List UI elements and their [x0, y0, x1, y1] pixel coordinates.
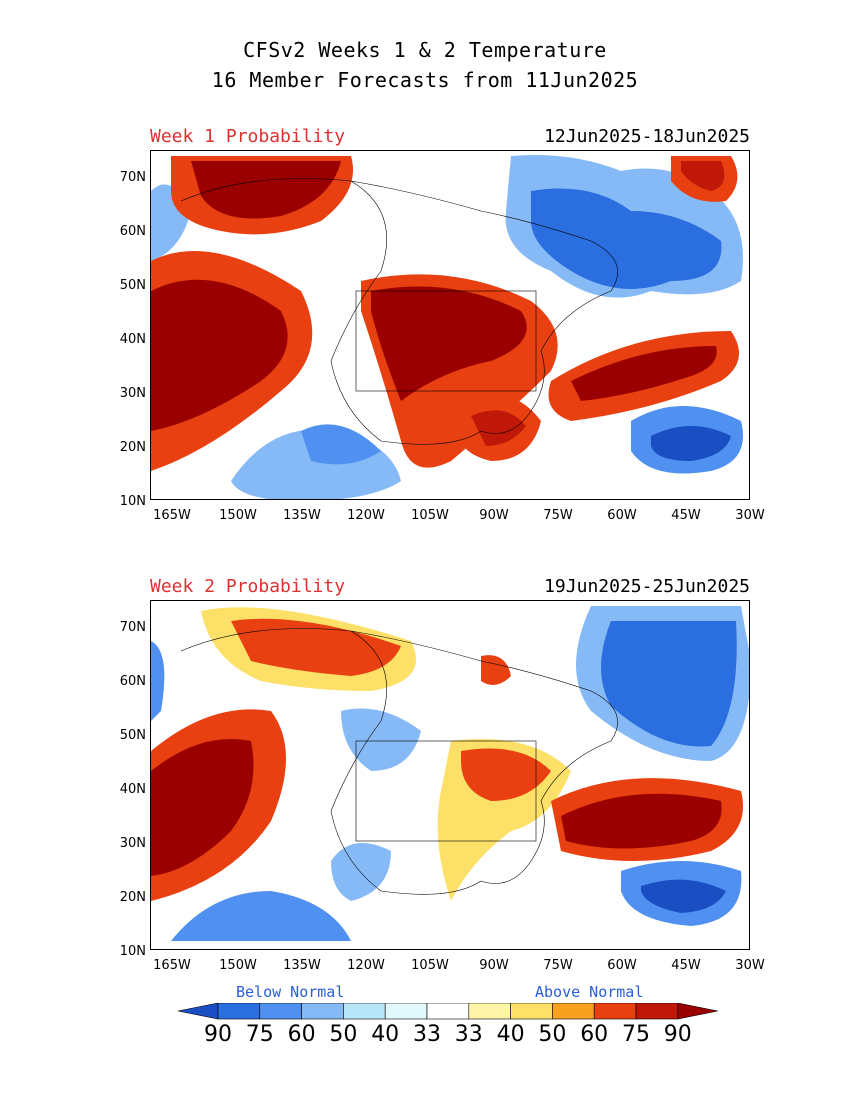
lon-label: 135W — [283, 958, 321, 973]
week2-probability-map — [150, 600, 750, 950]
lon-label: 105W — [411, 508, 449, 523]
week2-map-fill — [151, 601, 749, 949]
lon-label: 165W — [153, 958, 191, 973]
lon-label: 165W — [153, 508, 191, 523]
legend-swatch — [384, 1003, 428, 1020]
legend-swatch — [635, 1003, 679, 1020]
lon-label: 45W — [671, 958, 701, 973]
legend-value: 33 — [413, 1022, 441, 1047]
lat-label: 30N — [119, 836, 146, 851]
lon-label: 90W — [479, 508, 509, 523]
chart-subtitle: 16 Member Forecasts from 11Jun2025 — [211, 68, 639, 92]
lon-label: 60W — [607, 508, 637, 523]
chart-title: CFSv2 Weeks 1 & 2 Temperature — [243, 38, 607, 62]
week2-dates: 19Jun2025-25Jun2025 — [544, 576, 750, 597]
lat-label: 50N — [119, 728, 146, 743]
lat-label: 20N — [119, 440, 146, 455]
lon-label: 60W — [607, 958, 637, 973]
legend-below-label: Below Normal — [236, 983, 345, 1001]
legend-value: 40 — [496, 1022, 525, 1047]
legend-value: 60 — [580, 1022, 609, 1047]
legend-swatch — [217, 1003, 261, 1020]
lon-label: 75W — [543, 508, 573, 523]
lon-label: 105W — [411, 958, 449, 973]
lon-label: 30W — [735, 508, 765, 523]
legend-value: 90 — [663, 1022, 692, 1047]
week1-label: Week 1 Probability — [150, 126, 346, 147]
lat-label: 40N — [119, 782, 146, 797]
week2-label: Week 2 Probability — [150, 576, 346, 597]
week1-map-fill — [151, 151, 749, 499]
lat-label: 60N — [119, 224, 146, 239]
legend-swatch — [301, 1003, 344, 1020]
lat-label: 40N — [119, 332, 146, 347]
lon-label: 135W — [283, 508, 321, 523]
legend-swatch — [552, 1003, 595, 1020]
lon-label: 120W — [347, 508, 385, 523]
lat-label: 30N — [119, 386, 146, 401]
legend-value: 60 — [287, 1022, 316, 1047]
legend-value: 33 — [454, 1022, 483, 1047]
lon-label: 150W — [219, 958, 257, 973]
legend-arrow-right — [677, 1003, 718, 1020]
color-legend-bar — [177, 1003, 718, 1020]
legend-value: 90 — [204, 1022, 232, 1047]
lat-label: 70N — [119, 170, 146, 185]
legend-value: 50 — [329, 1022, 358, 1047]
lat-label: 20N — [119, 890, 146, 905]
lat-label: 70N — [119, 620, 146, 635]
lat-label: 10N — [119, 494, 146, 509]
lon-label: 75W — [543, 958, 573, 973]
week1-probability-map — [150, 150, 750, 500]
legend-value: 40 — [371, 1022, 400, 1047]
lat-label: 60N — [119, 674, 146, 689]
lon-label: 90W — [479, 958, 509, 973]
legend-above-label: Above Normal — [535, 983, 644, 1001]
legend-value: 75 — [622, 1022, 650, 1047]
legend-swatch — [593, 1003, 637, 1020]
lon-label: 30W — [735, 958, 765, 973]
legend-value: 50 — [538, 1022, 567, 1047]
legend-value: 75 — [245, 1022, 274, 1047]
lon-label: 45W — [671, 508, 701, 523]
week1-dates: 12Jun2025-18Jun2025 — [544, 126, 750, 147]
lat-label: 50N — [119, 278, 146, 293]
legend-arrow-left — [177, 1003, 219, 1020]
lon-label: 150W — [219, 508, 257, 523]
legend-swatch — [259, 1003, 302, 1020]
legend-swatch — [510, 1003, 553, 1020]
lat-label: 10N — [119, 944, 146, 959]
lon-label: 120W — [347, 958, 385, 973]
legend-swatch — [426, 1003, 470, 1020]
legend-swatch — [343, 1003, 386, 1020]
legend-swatch — [468, 1003, 511, 1020]
